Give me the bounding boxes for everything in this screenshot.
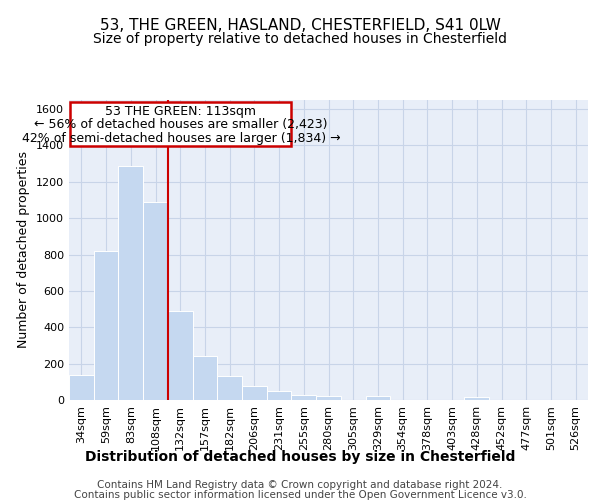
Text: 53 THE GREEN: 113sqm: 53 THE GREEN: 113sqm: [106, 105, 256, 118]
Y-axis label: Number of detached properties: Number of detached properties: [17, 152, 31, 348]
Bar: [168, 311, 193, 400]
Text: 42% of semi-detached houses are larger (1,834) →: 42% of semi-detached houses are larger (…: [22, 132, 340, 145]
Text: ← 56% of detached houses are smaller (2,423): ← 56% of detached houses are smaller (2,…: [34, 118, 328, 132]
Bar: [193, 356, 217, 400]
Bar: [316, 396, 341, 400]
Bar: [217, 376, 242, 400]
Bar: [143, 202, 168, 400]
Bar: [94, 251, 118, 400]
Bar: [464, 398, 489, 400]
Text: Contains HM Land Registry data © Crown copyright and database right 2024.: Contains HM Land Registry data © Crown c…: [97, 480, 503, 490]
Text: Size of property relative to detached houses in Chesterfield: Size of property relative to detached ho…: [93, 32, 507, 46]
Bar: [292, 394, 316, 400]
Text: 53, THE GREEN, HASLAND, CHESTERFIELD, S41 0LW: 53, THE GREEN, HASLAND, CHESTERFIELD, S4…: [100, 18, 500, 32]
FancyBboxPatch shape: [70, 102, 292, 146]
Bar: [118, 166, 143, 400]
Bar: [69, 374, 94, 400]
Bar: [365, 396, 390, 400]
Bar: [267, 391, 292, 400]
Text: Distribution of detached houses by size in Chesterfield: Distribution of detached houses by size …: [85, 450, 515, 464]
Text: Contains public sector information licensed under the Open Government Licence v3: Contains public sector information licen…: [74, 490, 526, 500]
Bar: [242, 386, 267, 400]
